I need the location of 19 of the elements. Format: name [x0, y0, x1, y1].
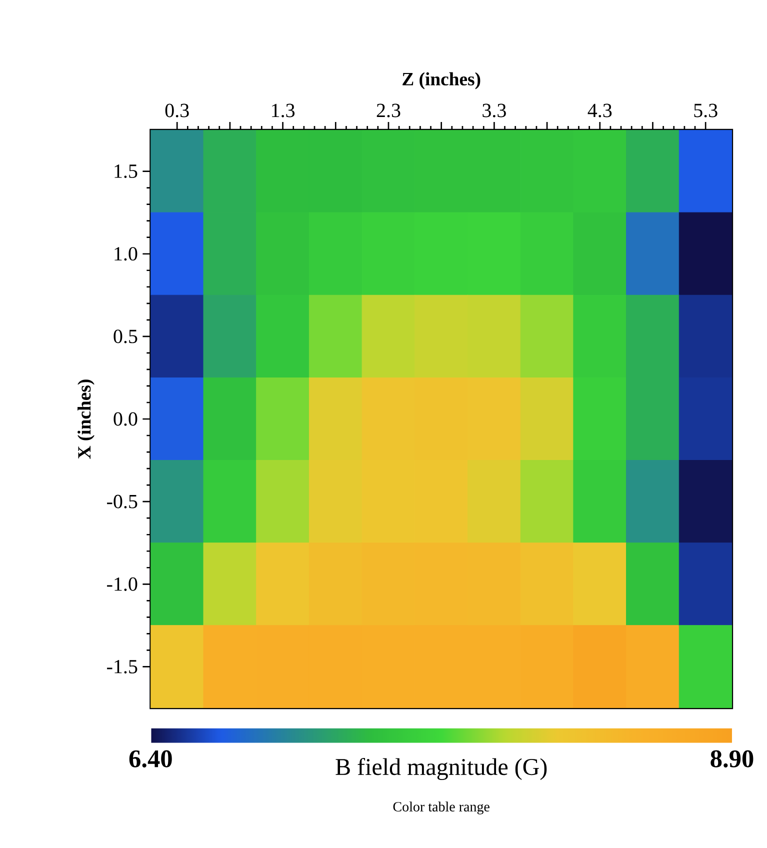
x-tick-label: 5.3 [694, 104, 718, 118]
x-tick-label: 1.3 [272, 104, 295, 118]
x-axis-title: Z (inches) [402, 72, 480, 90]
x-tick-label: 0.3 [165, 104, 189, 118]
y-tick-label: -1.5 [107, 660, 138, 674]
y-tick-label: 1.5 [114, 164, 138, 178]
x-tick-label: 3.3 [482, 104, 506, 118]
y-tick-label: -1.0 [107, 577, 138, 591]
y-tick-label: 0.5 [114, 330, 138, 344]
color-bar-label: 6.40 [129, 750, 172, 768]
x-tick-label: 4.3 [588, 104, 612, 118]
color-bar-title: B field magnitude (G) [336, 758, 547, 780]
color-bar-label: 8.90 [710, 750, 754, 768]
y-tick-label: -0.5 [107, 494, 138, 508]
text: Color table range [393, 802, 490, 814]
y-tick-label: 0.0 [114, 412, 138, 426]
x-tick-label: 2.3 [376, 104, 400, 118]
y-tick-label: 1.0 [114, 247, 138, 261]
y-axis-title: X (inches) [78, 380, 94, 459]
